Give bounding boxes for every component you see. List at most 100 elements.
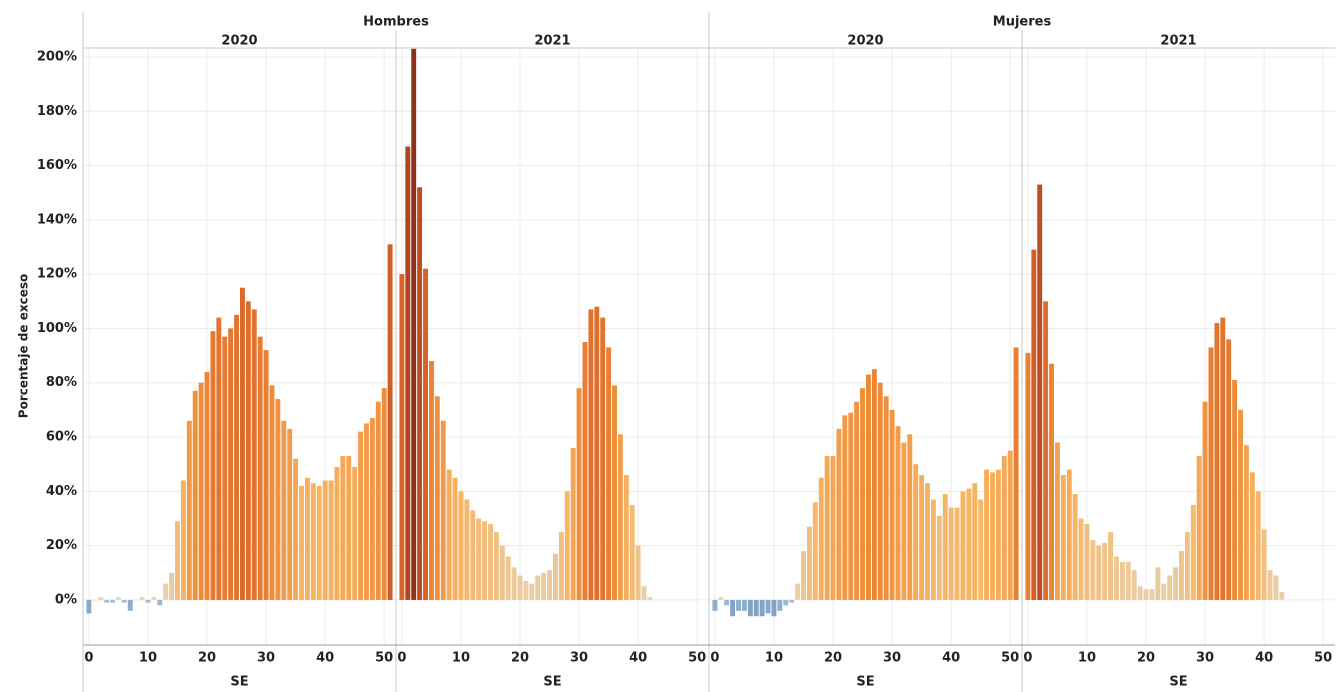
bar — [1249, 472, 1255, 600]
bar — [907, 434, 913, 600]
bar — [405, 146, 411, 600]
bar — [1243, 445, 1249, 600]
bar — [848, 412, 854, 600]
bar — [771, 599, 777, 617]
bar — [381, 388, 387, 600]
bar — [883, 396, 889, 600]
bar — [1208, 347, 1214, 600]
bar — [175, 521, 180, 600]
bar — [511, 567, 517, 600]
bar — [334, 466, 340, 600]
bar — [428, 361, 434, 600]
x-tick-label: 20 — [511, 651, 529, 666]
bar — [1084, 523, 1090, 600]
bar — [133, 599, 139, 601]
bar — [1184, 532, 1190, 600]
bar — [954, 507, 960, 600]
bar — [104, 599, 110, 603]
x-axis-title: SE — [856, 675, 874, 690]
bar — [1255, 491, 1261, 600]
bar — [1072, 494, 1078, 600]
bar — [783, 599, 789, 606]
x-tick-label: 50 — [688, 651, 706, 666]
bar — [1202, 401, 1208, 600]
bar — [293, 458, 299, 600]
bar — [328, 480, 334, 600]
bar — [936, 515, 942, 600]
bar — [995, 469, 1001, 600]
bar — [818, 477, 824, 600]
y-tick-label: 60% — [46, 430, 77, 445]
bar — [623, 475, 629, 600]
bar — [1155, 567, 1161, 600]
year-header: 2021 — [534, 34, 570, 49]
bar — [759, 599, 765, 617]
bar — [1220, 317, 1226, 600]
bar — [452, 477, 458, 600]
bar — [1161, 583, 1167, 600]
bar — [346, 456, 352, 600]
bar — [612, 385, 617, 600]
bar — [871, 369, 877, 600]
bar — [617, 434, 623, 600]
bar — [535, 575, 541, 600]
bar — [186, 420, 192, 600]
bar — [1137, 586, 1143, 600]
bar — [375, 401, 381, 600]
bar — [234, 314, 239, 600]
bar — [352, 466, 358, 600]
x-axis-title: SE — [230, 675, 248, 690]
bar — [1261, 529, 1267, 600]
bar — [523, 580, 529, 600]
bar — [115, 597, 121, 600]
group-header: Mujeres — [993, 15, 1052, 30]
bar — [275, 399, 281, 600]
bar — [582, 342, 588, 600]
bar — [304, 477, 310, 600]
bar — [1108, 532, 1114, 600]
y-tick-label: 160% — [37, 158, 77, 173]
bar — [1173, 567, 1178, 600]
bar — [558, 532, 564, 600]
bar — [369, 418, 375, 600]
bar — [1054, 442, 1060, 600]
bar — [960, 491, 966, 600]
bar — [228, 328, 234, 600]
x-tick-label: 0 — [1023, 651, 1032, 666]
bar — [1096, 545, 1102, 600]
bar — [895, 426, 901, 600]
y-tick-label: 120% — [37, 267, 77, 282]
y-axis-title: Porcentaje de exceso — [17, 274, 31, 418]
y-tick-label: 140% — [37, 212, 77, 227]
x-axis-title: SE — [1169, 675, 1187, 690]
bar — [753, 599, 759, 617]
bar — [1102, 542, 1108, 600]
bar — [547, 570, 552, 600]
bar — [594, 306, 600, 600]
bar — [576, 388, 582, 600]
bar — [1025, 352, 1031, 600]
x-axis-title: SE — [543, 675, 561, 690]
year-header: 2020 — [847, 34, 883, 49]
bar — [310, 483, 316, 600]
y-tick-label: 200% — [37, 49, 77, 64]
bar — [1066, 469, 1072, 600]
year-header: 2020 — [221, 34, 257, 49]
bar — [517, 575, 523, 600]
bar — [712, 599, 718, 611]
bar — [1179, 551, 1184, 600]
x-tick-label: 30 — [883, 651, 901, 666]
bar — [198, 382, 204, 600]
x-tick-label: 50 — [1314, 651, 1332, 666]
bar — [145, 599, 151, 603]
bar — [210, 331, 216, 600]
bar — [316, 485, 322, 600]
bar — [1037, 184, 1043, 600]
x-tick-label: 0 — [710, 651, 719, 666]
bar — [925, 483, 930, 600]
bar — [747, 599, 753, 617]
bar — [110, 599, 115, 603]
bar — [736, 599, 741, 611]
bar — [482, 521, 488, 600]
bar — [1007, 450, 1013, 600]
